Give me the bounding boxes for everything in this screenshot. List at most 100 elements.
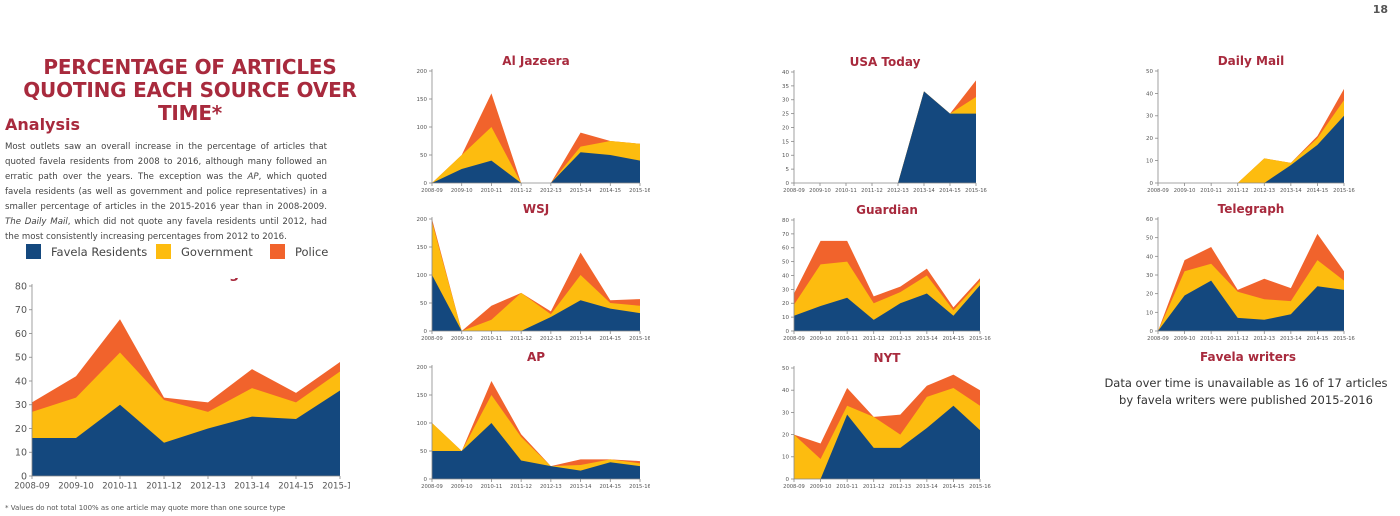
chart-guardian: Guardian 0 10 20 30 40 50 60 70 80 2008-09 2009-10 2… (766, 200, 1006, 343)
x-tick-label: 2009-10 (451, 484, 473, 490)
x-tick-label: 2010-11 (481, 188, 503, 194)
legend-item-government: Government (156, 244, 253, 259)
analysis-text-3: , which did not quote any favela residen… (5, 217, 327, 242)
y-tick-label: 0 (786, 181, 790, 187)
x-tick-label: 2009-10 (810, 484, 832, 490)
legend-label-police: Police (295, 244, 329, 259)
x-tick-label: 2012-13 (887, 188, 909, 194)
x-tick-label: 2010-11 (1200, 336, 1222, 342)
chart-title: Telegraph (1218, 202, 1285, 216)
y-tick-label: 0 (786, 477, 790, 483)
x-tick-label: 2014-15 (599, 484, 621, 490)
x-tick-label: 2009-10 (1174, 336, 1196, 342)
x-tick-label: 2010-11 (835, 188, 857, 194)
legend-swatch-government (156, 244, 171, 259)
x-tick-label: 2010-11 (836, 484, 858, 490)
x-tick-label: 2014-15 (943, 484, 965, 490)
chart-svg: Telegraph 0 10 20 30 40 50 60 2008-09 2009-10 2010… (1146, 202, 1355, 342)
x-tick-label: 2013-14 (234, 482, 270, 492)
chart-title: Daily Mail (1218, 54, 1285, 68)
y-tick-label: 60 (15, 329, 27, 340)
x-tick-label: 2010-11 (481, 484, 503, 490)
x-tick-label: 2013-14 (570, 484, 592, 490)
y-tick-label: 10 (782, 315, 789, 321)
y-tick-label: 80 (782, 218, 789, 224)
y-tick-label: 40 (1146, 91, 1153, 97)
analysis-text-1: Most outlets saw an overall increase in … (5, 142, 327, 182)
chart-ap: AP 0 50 100 150 200 2008-09 2009-10 2010-11 2011-… (410, 348, 651, 491)
area-favela (432, 423, 640, 479)
legend-label-favela: Favela Residents (51, 244, 148, 259)
x-tick-label: 2010-11 (836, 336, 858, 342)
x-tick-label: 2015-16 (969, 484, 991, 490)
y-tick-label: 150 (417, 97, 428, 103)
x-tick-label: 2012-13 (540, 188, 562, 194)
x-tick-label: 2008-09 (1147, 188, 1169, 194)
y-tick-label: 50 (1146, 236, 1153, 242)
y-tick-label: 80 (15, 281, 27, 292)
y-tick-label: 35 (782, 84, 789, 90)
chart-svg: Daily Mail 0 10 20 30 40 50 2008-09 2009-10 2010-… (1146, 54, 1355, 194)
y-tick-label: 40 (15, 376, 27, 387)
x-tick-label: 2012-13 (1253, 336, 1275, 342)
y-tick-label: 15 (782, 139, 789, 145)
chart-svg: USA Today 0 5 10 15 20 25 30 35 40 2008-09 2009-10 2… (782, 55, 987, 194)
analysis-paragraph: Most outlets saw an overall increase in … (5, 140, 327, 245)
chart-svg: Overall average 0 10 20 30 40 50 60 70 80 2008-09 2… (14, 266, 358, 492)
x-tick-label: 2008-09 (421, 188, 443, 194)
y-tick-label: 20 (782, 125, 789, 131)
area-favela (432, 275, 640, 331)
x-tick-label: 2011-12 (861, 188, 883, 194)
y-tick-label: 10 (1146, 159, 1153, 165)
legend-item-favela: Favela Residents (26, 244, 147, 259)
y-tick-label: 40 (782, 273, 789, 279)
footnote: * Values do not total 100% as one articl… (5, 504, 286, 512)
analysis-text-2: , which quoted favela residents (as well… (5, 172, 327, 212)
x-tick-label: 2011-12 (146, 482, 182, 492)
y-tick-label: 20 (782, 433, 789, 439)
x-tick-label: 2010-11 (1200, 188, 1222, 194)
chart-overall-average: Overall average 0 10 20 30 40 50 60 70 80 2008-09 2… (0, 266, 358, 500)
x-tick-label: 2011-12 (510, 188, 532, 194)
area-favela (794, 285, 980, 331)
area-favela (1158, 115, 1344, 183)
x-tick-label: 2011-12 (863, 336, 885, 342)
y-tick-label: 200 (417, 365, 428, 371)
y-tick-label: 30 (782, 287, 789, 293)
analysis-text-daily-mail: The Daily Mail (5, 217, 68, 227)
chart-al-jazeera: Al Jazeera 0 50 100 150 200 2008-09 2009-10 2010… (410, 52, 651, 195)
x-tick-label: 2014-15 (939, 188, 961, 194)
x-tick-label: 2009-10 (809, 188, 831, 194)
y-tick-label: 40 (1146, 254, 1153, 260)
y-tick-label: 20 (1146, 292, 1153, 298)
x-tick-label: 2014-15 (599, 336, 621, 342)
x-tick-label: 2010-11 (481, 336, 503, 342)
x-tick-label: 2008-09 (421, 336, 443, 342)
x-tick-label: 2012-13 (889, 336, 911, 342)
x-tick-label: 2013-14 (1280, 336, 1302, 342)
legend-label-government: Government (181, 244, 253, 259)
legend-swatch-police (270, 244, 285, 259)
y-tick-label: 60 (782, 246, 789, 252)
x-tick-label: 2014-15 (278, 482, 314, 492)
y-tick-label: 0 (1150, 181, 1154, 187)
y-tick-label: 20 (1146, 136, 1153, 142)
x-tick-label: 2009-10 (451, 336, 473, 342)
y-tick-label: 10 (782, 455, 789, 461)
x-tick-label: 2013-14 (916, 336, 938, 342)
y-tick-label: 20 (782, 301, 789, 307)
favela-writers-note: Data over time is unavailable as 16 of 1… (1104, 376, 1388, 407)
y-tick-label: 150 (417, 393, 428, 399)
area-favela (1158, 280, 1344, 331)
y-tick-label: 5 (786, 167, 790, 173)
x-tick-label: 2011-12 (863, 484, 885, 490)
y-tick-label: 0 (1150, 329, 1154, 335)
x-tick-label: 2008-09 (1147, 336, 1169, 342)
x-tick-label: 2015-16 (629, 484, 650, 490)
x-tick-label: 2015-16 (965, 188, 987, 194)
y-tick-label: 25 (782, 112, 789, 118)
x-tick-label: 2008-09 (14, 482, 50, 492)
analysis-text-ap: AP (247, 172, 259, 182)
favela-writers-title: Favela writers (1200, 350, 1296, 364)
y-tick-label: 0 (21, 471, 27, 482)
